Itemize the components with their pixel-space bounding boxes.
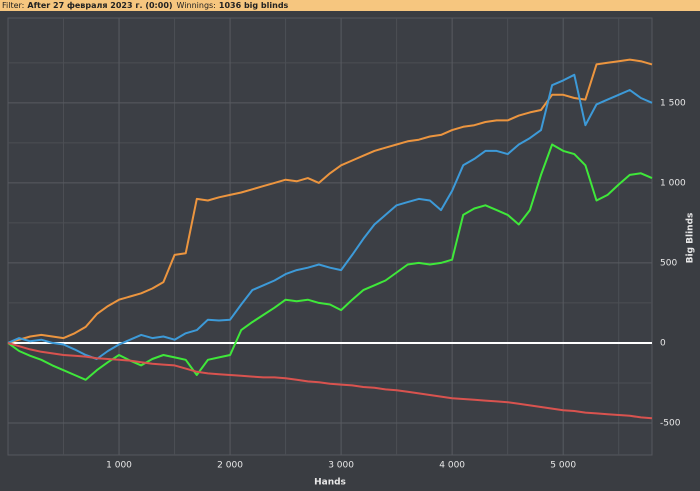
x-tick-label: 1 000 bbox=[106, 461, 132, 471]
series-line bbox=[7, 143, 653, 381]
y-tick-label: 0 bbox=[660, 338, 666, 348]
x-tick-label: 4 000 bbox=[439, 461, 465, 471]
x-tick-label: 3 000 bbox=[328, 461, 354, 471]
series-line bbox=[7, 58, 653, 344]
x-tick-label: 2 000 bbox=[217, 461, 243, 471]
y-tick-label: 1 000 bbox=[660, 178, 686, 188]
series-line bbox=[7, 341, 653, 420]
filter-bar: Filter: After 27 февраля 2023 г. (0:00) Wi… bbox=[0, 0, 700, 11]
winnings-value: 1036 big blinds bbox=[218, 1, 289, 10]
series-line bbox=[7, 73, 653, 360]
y-tick-label: -500 bbox=[660, 418, 681, 428]
plot-area bbox=[7, 17, 653, 456]
y-axis-label: Big Blinds bbox=[686, 213, 696, 264]
y-tick-label: 500 bbox=[660, 258, 677, 268]
filter-value: After 27 февраля 2023 г. (0:00) bbox=[27, 1, 173, 10]
winnings-label: Winnings: bbox=[176, 1, 216, 10]
y-tick-label: 1 500 bbox=[660, 98, 686, 108]
x-axis-label: Hands bbox=[314, 478, 346, 488]
x-tick-label: 5 000 bbox=[550, 461, 576, 471]
filter-label: Filter: bbox=[2, 1, 25, 10]
